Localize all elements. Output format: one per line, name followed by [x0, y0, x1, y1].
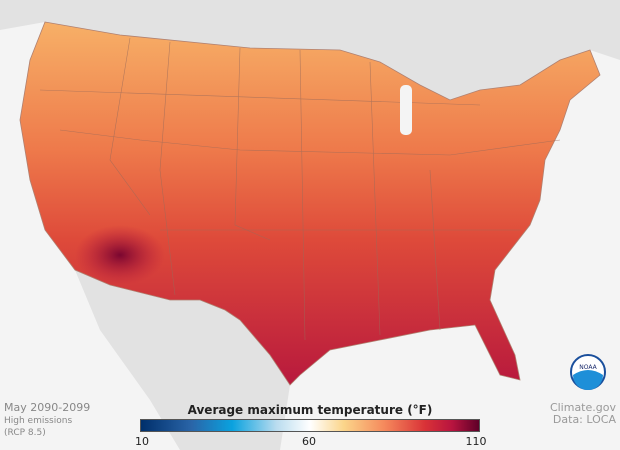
svg-text:NOAA: NOAA: [579, 364, 597, 371]
desert-southwest-hotspot: [75, 225, 165, 285]
legend-max: 110: [465, 435, 487, 448]
noaa-logo: NOAA: [570, 354, 606, 390]
legend-min: 10: [135, 435, 149, 448]
period-label: May 2090-2099: [4, 401, 91, 414]
data-credit: Data: LOCA: [552, 413, 616, 426]
mexico-land: [75, 270, 290, 450]
us-temperature-map: [19, 21, 601, 386]
source-credit: Climate.gov: [549, 401, 616, 414]
scenario-label: High emissions: [4, 416, 73, 426]
scenario-code-label: (RCP 8.5): [4, 428, 46, 438]
state-borders: [39, 37, 561, 341]
canada-land: [0, 0, 620, 100]
legend-mid: 60: [302, 435, 316, 448]
legend-title: Average maximum temperature (°F): [187, 403, 433, 417]
great-lakes: [400, 85, 412, 135]
color-scale-bar: [140, 419, 480, 432]
